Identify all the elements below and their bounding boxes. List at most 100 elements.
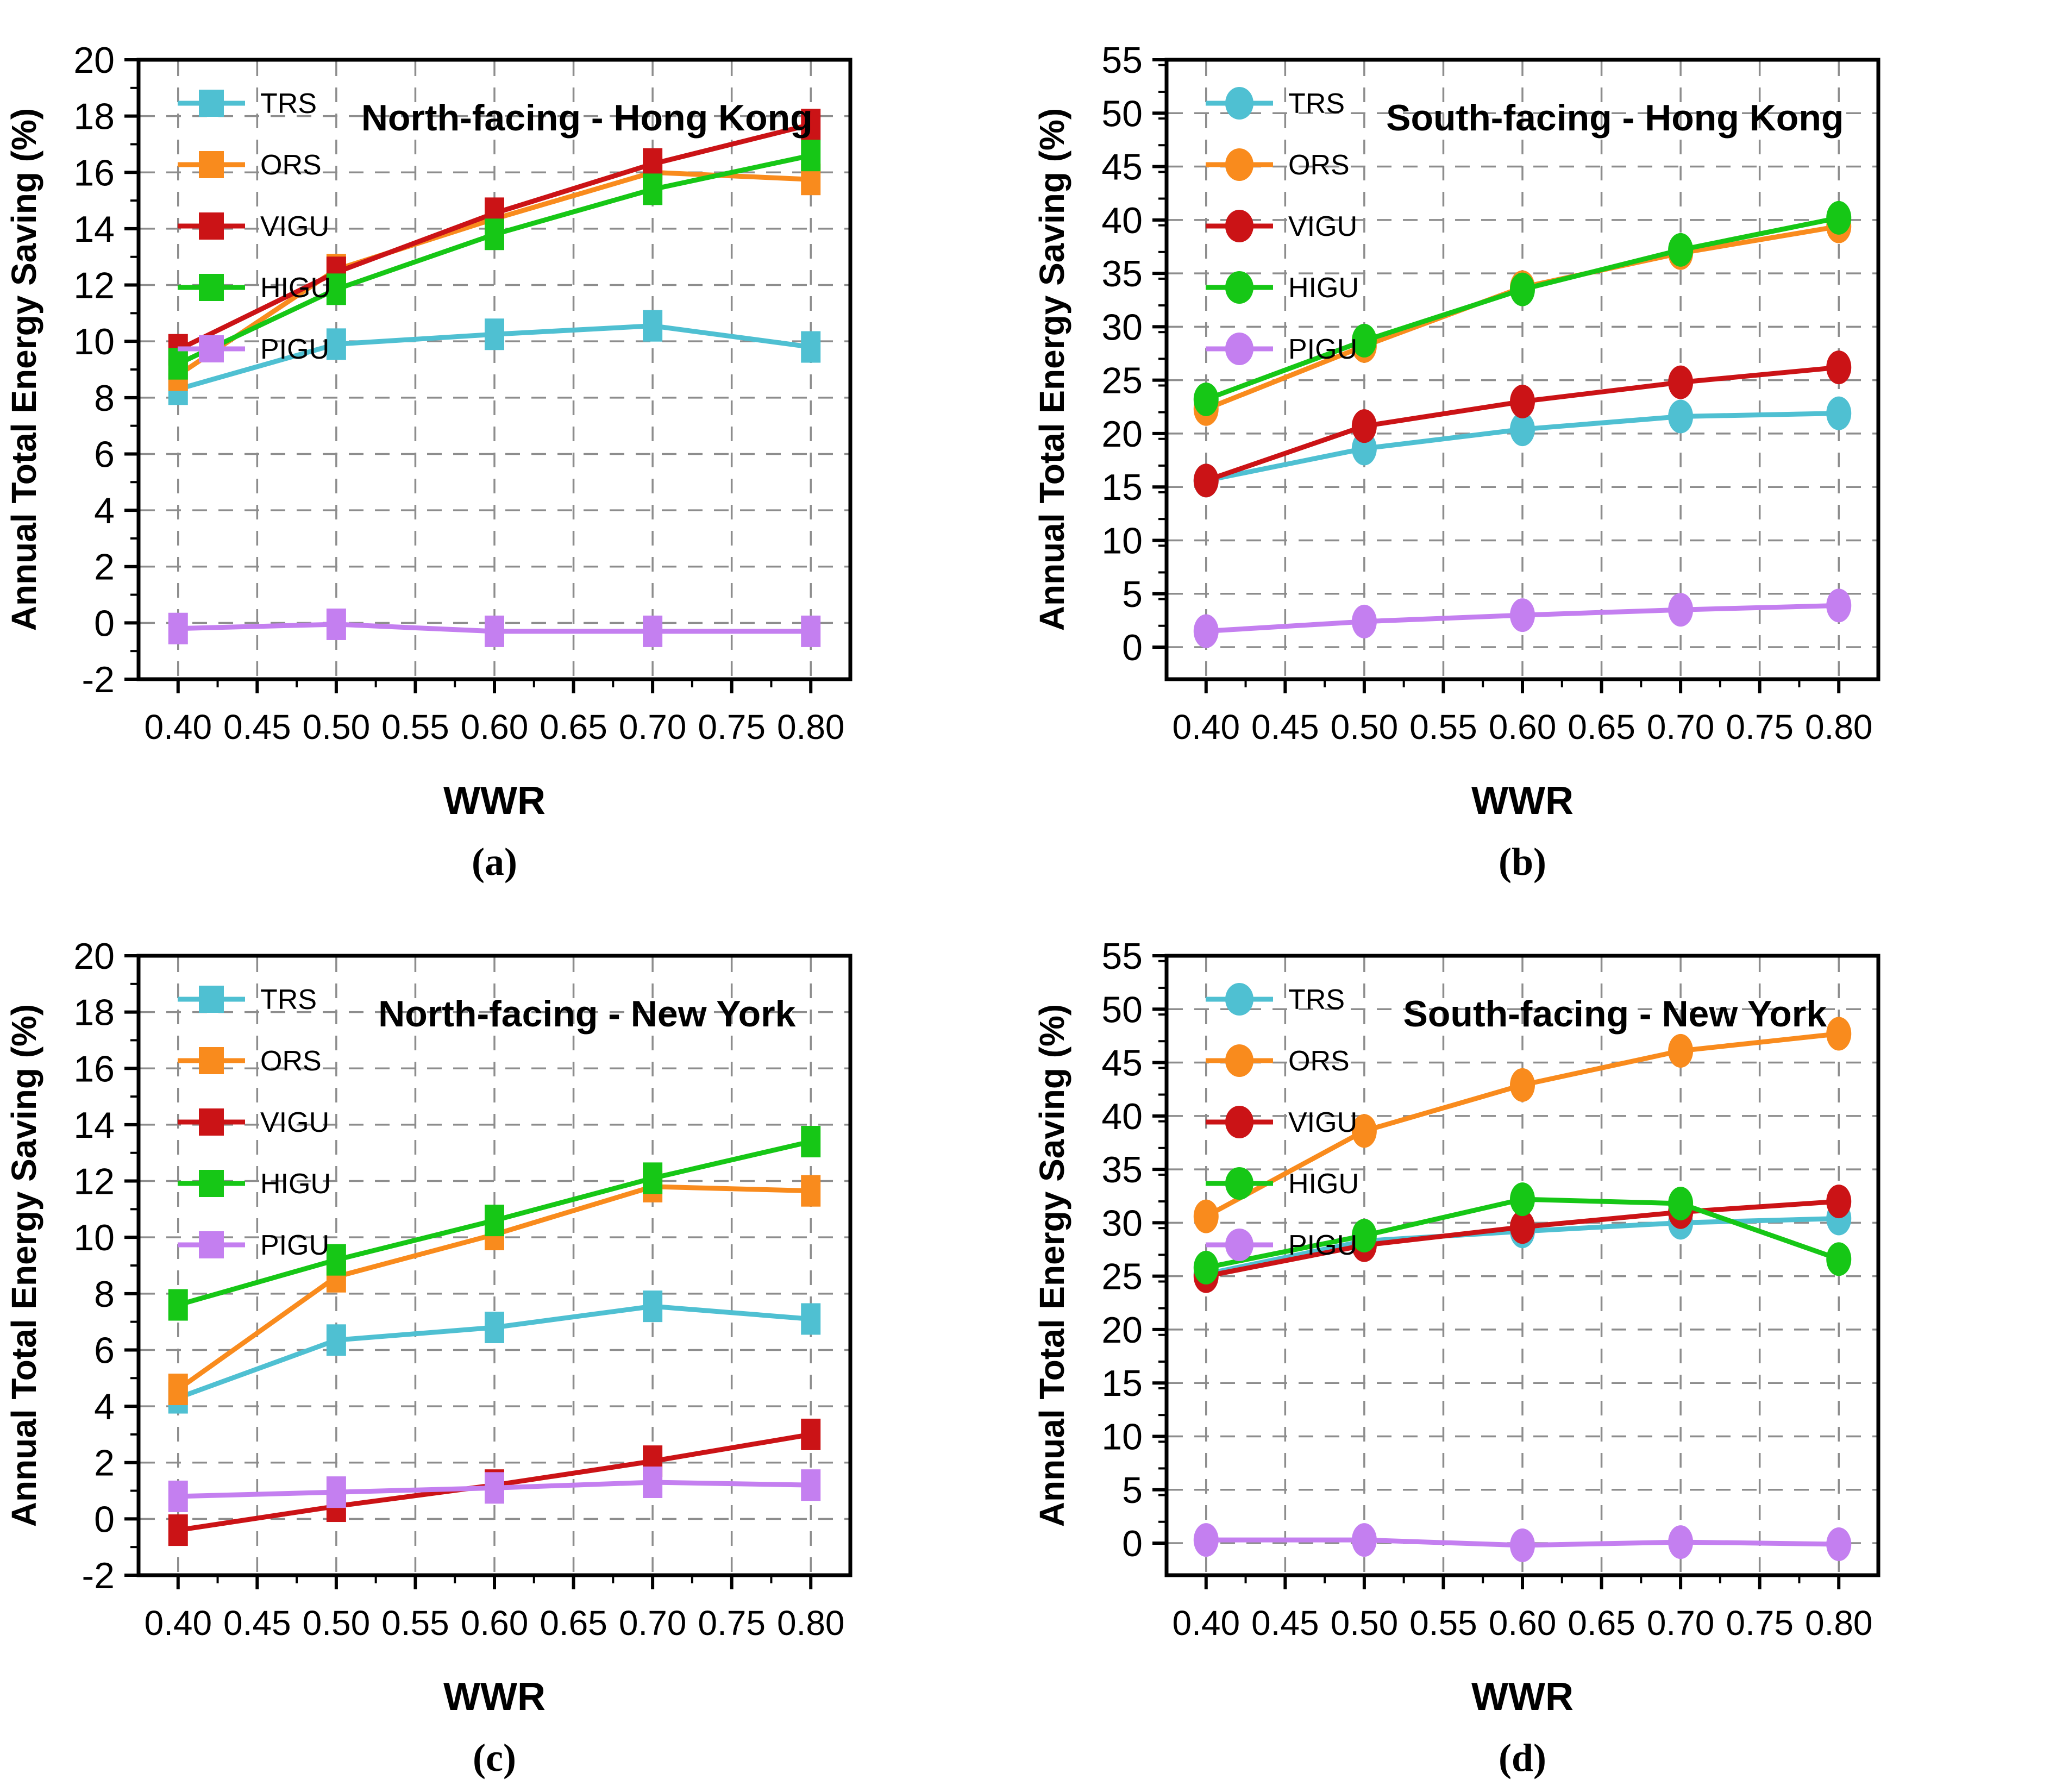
series-HIGU-marker xyxy=(1193,383,1219,417)
legend-label: VIGU xyxy=(1288,1107,1357,1138)
panel-c: -2 0 2 4 6 8 10 12 14 16 18 20 0.40 0.45 0.50 0.55 0.60 0… xyxy=(0,896,1028,1792)
y-tick-label: 15 xyxy=(1101,467,1143,508)
series-HIGU xyxy=(168,140,821,380)
panel-b: 0 5 10 15 20 25 30 35 40 45 50 55 0.40 0.45 0.50 0.55 0.… xyxy=(1028,0,2056,896)
y-axis-title: Annual Total Energy Saving (%) xyxy=(4,108,43,631)
series-TRS-marker xyxy=(643,310,663,342)
legend-item-ORS: ORS xyxy=(1206,148,1350,181)
y-tick-label: 45 xyxy=(1101,147,1143,188)
legend-item-VIGU: VIGU xyxy=(1206,210,1357,242)
legend-label: TRS xyxy=(1288,88,1345,120)
series-TRS-marker xyxy=(326,1324,346,1356)
series-VIGU-marker xyxy=(1668,365,1694,399)
legend-marker-square xyxy=(199,1108,224,1136)
legend-marker-square xyxy=(199,1047,224,1074)
series-PIGU xyxy=(1193,588,1852,648)
series-VIGU-marker xyxy=(168,1514,188,1546)
series-ORS-marker xyxy=(1826,1017,1852,1051)
y-tick-label: 5 xyxy=(1122,1470,1143,1511)
series-ORS xyxy=(1193,1017,1852,1233)
x-tick-label: 0.40 xyxy=(1172,1603,1240,1643)
x-tick-label: 0.60 xyxy=(1489,707,1557,747)
legend-label: HIGU xyxy=(1288,272,1359,304)
series-TRS-marker xyxy=(643,1290,663,1323)
chart-south-new-york: 0 5 10 15 20 25 30 35 40 45 50 55 0.40 0.45 0.50 0.55 0.… xyxy=(1032,936,1881,1719)
y-tick-label: 20 xyxy=(1101,413,1143,455)
legend-item-VIGU: VIGU xyxy=(1206,1106,1357,1138)
y-tick-label: 50 xyxy=(1101,93,1143,134)
x-tick-label: 0.70 xyxy=(1647,1603,1715,1643)
x-axis-title: WWR xyxy=(1471,779,1574,823)
grid xyxy=(1168,61,1877,678)
x-tick-label: 0.50 xyxy=(303,707,371,747)
x-tick-label: 0.55 xyxy=(381,707,449,747)
series-VIGU-marker xyxy=(1510,384,1535,418)
panel-title: South-facing - New York xyxy=(1403,993,1827,1035)
y-tick-label: 0 xyxy=(1122,627,1143,668)
y-tick-label: 4 xyxy=(94,490,115,531)
series-PIGU-marker xyxy=(1826,588,1852,623)
legend-label: ORS xyxy=(1288,1045,1350,1077)
chart-south-hong-kong: 0 5 10 15 20 25 30 35 40 45 50 55 0.40 0.45 0.50 0.55 0.… xyxy=(1032,40,1881,823)
legend-label: ORS xyxy=(1288,149,1350,181)
x-axis-title: WWR xyxy=(443,1675,546,1719)
series-HIGU-marker xyxy=(1510,272,1535,306)
x-tick-label: 0.60 xyxy=(1489,1603,1557,1643)
legend-label: TRS xyxy=(1288,984,1345,1016)
panel-d: 0 5 10 15 20 25 30 35 40 45 50 55 0.40 0.45 0.50 0.55 0.… xyxy=(1028,896,2056,1792)
legend-label: TRS xyxy=(260,984,317,1016)
panel-title: South-facing - Hong Kong xyxy=(1386,97,1844,139)
series-HIGU xyxy=(168,1126,821,1321)
series-ORS-marker xyxy=(1351,1114,1377,1148)
x-tick-label: 0.45 xyxy=(223,1603,291,1643)
y-tick-label: 40 xyxy=(1101,1096,1143,1137)
y-tick-label: 14 xyxy=(73,209,115,250)
y-tick-label: 0 xyxy=(1122,1523,1143,1564)
series-TRS xyxy=(168,310,821,405)
x-tick-label: 0.80 xyxy=(777,1603,845,1643)
x-tick-label: 0.40 xyxy=(1172,707,1240,747)
y-tick-label: 6 xyxy=(94,434,115,475)
series-HIGU-marker xyxy=(1668,1187,1694,1220)
series-HIGU-marker xyxy=(1193,1250,1219,1285)
legend-marker-circle xyxy=(1225,983,1253,1016)
y-tick-label: 10 xyxy=(1101,1416,1143,1457)
panel-c-caption: (c) xyxy=(473,1736,516,1780)
legend-item-TRS: TRS xyxy=(178,984,317,1016)
legend-item-HIGU: HIGU xyxy=(1206,271,1359,304)
x-tick-label: 0.80 xyxy=(1805,707,1873,747)
legend-item-HIGU: HIGU xyxy=(178,1168,331,1200)
series-PIGU-marker xyxy=(1510,598,1535,632)
x-tick-label: 0.40 xyxy=(144,1603,212,1643)
panel-title: North-facing - Hong Kong xyxy=(361,97,813,139)
legend-marker-square xyxy=(199,274,224,301)
series-VIGU-marker xyxy=(1826,1185,1852,1219)
series-TRS-marker xyxy=(485,1312,504,1343)
x-tick-label: 0.80 xyxy=(777,707,845,747)
series-HIGU xyxy=(1193,200,1852,417)
y-axis-title: Annual Total Energy Saving (%) xyxy=(1032,108,1071,631)
series-HIGU-marker xyxy=(326,273,346,305)
legend-item-PIGU: PIGU xyxy=(1206,333,1357,365)
series-VIGU-marker xyxy=(1193,463,1219,498)
axis-tick-labels: -2 0 2 4 6 8 10 12 14 16 18 20 0.40 0.45 0.50 0.55 0.60 0… xyxy=(73,40,844,747)
x-tick-label: 0.45 xyxy=(223,707,291,747)
y-tick-label: 20 xyxy=(1101,1309,1143,1351)
x-tick-label: 0.45 xyxy=(1251,1603,1319,1643)
legend-marker-circle xyxy=(1225,210,1253,242)
legend-item-VIGU: VIGU xyxy=(178,211,329,242)
series-PIGU xyxy=(168,1467,821,1512)
panel-b-caption: (b) xyxy=(1499,840,1546,884)
legend-item-HIGU: HIGU xyxy=(1206,1167,1359,1200)
series-HIGU-marker xyxy=(1826,1242,1852,1276)
series-PIGU-marker xyxy=(1826,1527,1852,1561)
series-VIGU-marker xyxy=(801,1418,821,1450)
series-PIGU xyxy=(1193,1523,1852,1562)
legend-label: TRS xyxy=(260,88,317,120)
panel-a: -2 0 2 4 6 8 10 12 14 16 18 20 0.40 0.45 0.50 0.55 0.60 0… xyxy=(0,0,1028,896)
series-PIGU-marker xyxy=(326,1476,346,1508)
y-tick-label: 35 xyxy=(1101,1149,1143,1191)
x-axis-title: WWR xyxy=(1471,1675,1574,1719)
y-tick-label: -2 xyxy=(82,659,115,700)
legend-item-PIGU: PIGU xyxy=(1206,1229,1357,1261)
